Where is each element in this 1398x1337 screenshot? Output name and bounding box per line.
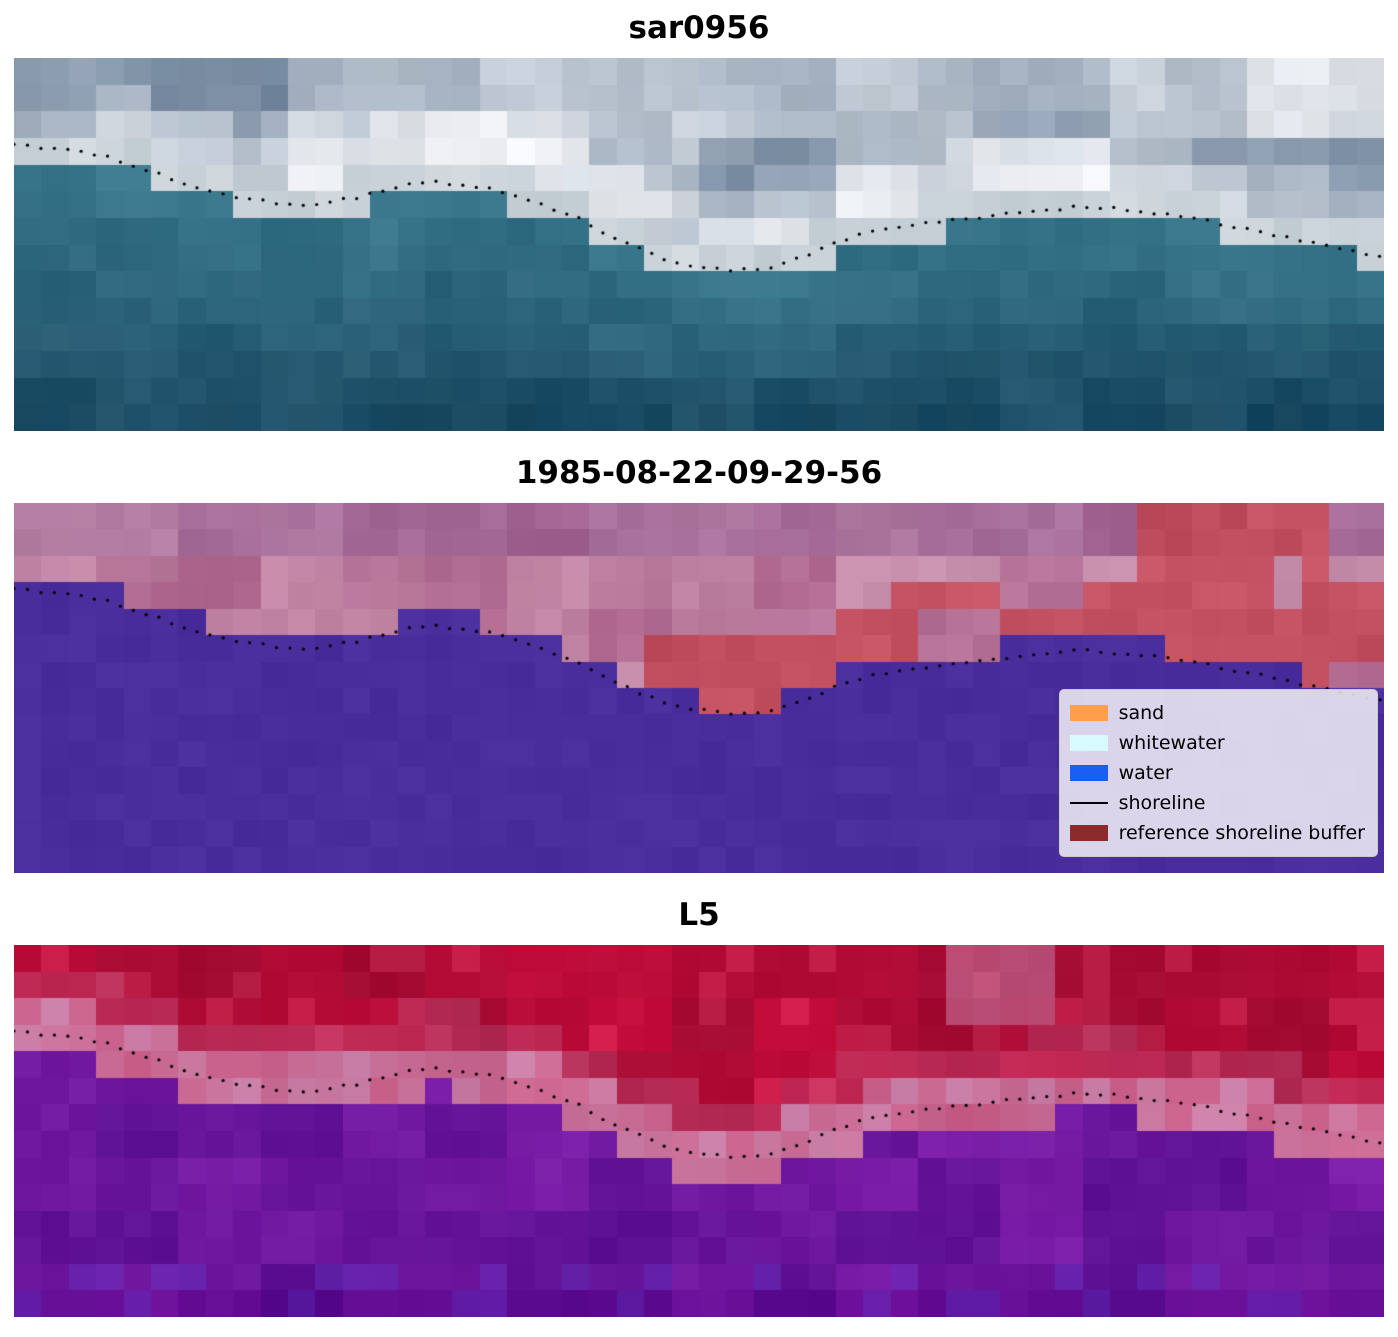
sand-color-swatch [1069,705,1108,721]
legend-label-sand: sand [1118,702,1165,724]
legend-item-sand: sand [1069,698,1365,728]
shoreline-line-swatch [1069,801,1108,805]
panel-title-sar0956: sar0956 [628,10,770,46]
reference-buffer-color-swatch [1069,825,1108,841]
legend: sand whitewater water shoreline referenc… [1058,689,1378,857]
panel-title-l5: L5 [678,897,720,933]
legend-item-shoreline: shoreline [1069,788,1365,818]
legend-item-water: water [1069,758,1365,788]
legend-label-water: water [1118,762,1173,784]
legend-item-reference-buffer: reference shoreline buffer [1069,818,1365,848]
whitewater-color-swatch [1069,735,1108,751]
legend-label-shoreline: shoreline [1118,792,1206,814]
legend-label-whitewater: whitewater [1118,732,1225,754]
panel-l5 [14,945,1384,1317]
panel-sar0956 [14,58,1384,431]
legend-item-whitewater: whitewater [1069,728,1365,758]
panel-classified-image: sand whitewater water shoreline referenc… [14,503,1384,873]
panel-title-classified-date: 1985-08-22-09-29-56 [515,455,883,491]
shoreline-detection-figure: sar0956 1985-08-22-09-29-56 sand whitewa… [0,10,1398,1317]
water-color-swatch [1069,765,1108,781]
satellite-image-sar0956 [14,58,1384,431]
legend-label-reference-buffer: reference shoreline buffer [1118,822,1365,844]
false-color-image-l5 [14,945,1384,1317]
